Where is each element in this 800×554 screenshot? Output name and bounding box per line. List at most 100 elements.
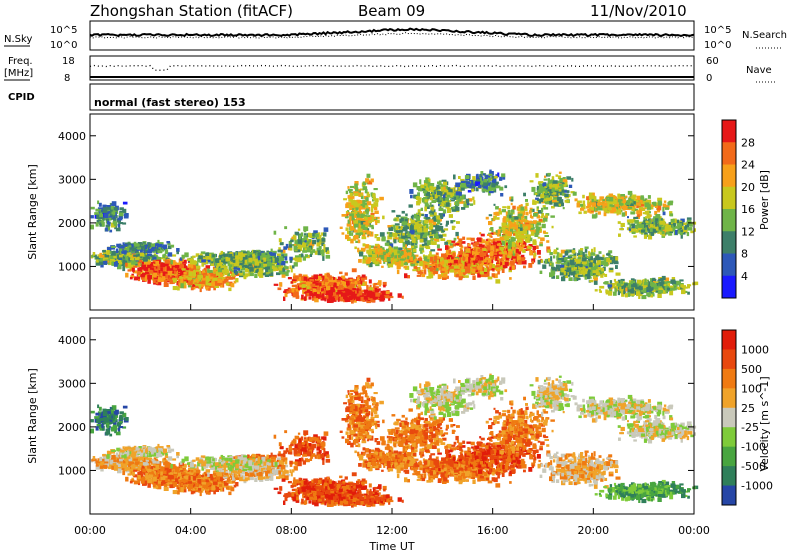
power-cell-4042 bbox=[428, 271, 432, 277]
power-cell-252 bbox=[162, 254, 166, 259]
power-cell-4667 bbox=[520, 254, 525, 259]
power-cell-278 bbox=[92, 252, 96, 256]
power-cell-3388 bbox=[428, 222, 432, 225]
power-cell-2906 bbox=[306, 247, 312, 253]
power-cell-3248 bbox=[436, 222, 439, 226]
power-cell-3724 bbox=[425, 193, 431, 197]
power-cell-492 bbox=[119, 254, 123, 258]
power-cell-1381 bbox=[224, 278, 229, 282]
power-cell-3194 bbox=[371, 218, 374, 222]
power-cell-3361 bbox=[450, 220, 454, 224]
power-cell-2130 bbox=[344, 272, 348, 276]
power-cell-2930 bbox=[309, 254, 313, 257]
power-cell-1084 bbox=[199, 270, 203, 274]
power-cell-3083 bbox=[347, 195, 352, 199]
power-cell-37 bbox=[94, 212, 99, 215]
beam-label: Beam 09 bbox=[358, 2, 425, 20]
power-cell-1000 bbox=[147, 279, 151, 284]
power-cell-485 bbox=[131, 260, 136, 265]
power-cell-4231 bbox=[456, 255, 461, 259]
power-cell-4205 bbox=[457, 271, 462, 277]
power-cell-105 bbox=[99, 214, 104, 218]
power-cell-4949 bbox=[517, 216, 521, 220]
power-cell-4690 bbox=[501, 251, 507, 254]
power-cell-4240 bbox=[449, 259, 455, 263]
power-cell-4603 bbox=[488, 242, 492, 246]
power-cell-3153 bbox=[356, 203, 359, 207]
power-cell-1908 bbox=[247, 250, 250, 254]
power-cell-963 bbox=[133, 265, 138, 268]
power-cell-3689 bbox=[443, 181, 447, 186]
power-cell-66 bbox=[118, 212, 124, 216]
power-cell-2446 bbox=[351, 268, 357, 273]
power-cell-3107 bbox=[351, 199, 355, 203]
power-cell-4086 bbox=[437, 261, 442, 264]
power-cell-3188 bbox=[358, 228, 363, 232]
power-cell-1866 bbox=[276, 255, 280, 260]
power-cell-1658 bbox=[238, 269, 241, 273]
nsky-left-tick-bottom: 10^0 bbox=[50, 40, 77, 51]
power-cell-999 bbox=[167, 270, 173, 276]
power-cell-3045 bbox=[350, 185, 355, 188]
power-cell-4151 bbox=[472, 266, 477, 271]
power-cell-4251 bbox=[448, 263, 453, 266]
power-cell-4639 bbox=[474, 251, 479, 257]
power-cell-4678 bbox=[502, 255, 506, 260]
power-cell-2878 bbox=[297, 244, 302, 250]
power-cell-3430 bbox=[391, 224, 394, 227]
power-cell-468 bbox=[139, 251, 144, 257]
power-cell-2865 bbox=[318, 246, 322, 250]
power-cell-4572 bbox=[485, 250, 489, 253]
power-cell-4794 bbox=[490, 227, 494, 230]
power-cell-982 bbox=[175, 264, 180, 269]
power-cell-3681 bbox=[430, 205, 435, 210]
power-cell-2905 bbox=[297, 239, 302, 244]
power-cell-2769 bbox=[356, 294, 360, 298]
power-cell-799 bbox=[137, 274, 141, 280]
power-cell-4746 bbox=[551, 225, 554, 229]
power-cell-2820 bbox=[303, 247, 306, 251]
power-cell-4584 bbox=[490, 232, 495, 235]
power-cell-4696 bbox=[465, 257, 469, 262]
power-cell-57 bbox=[113, 217, 117, 223]
power-cell-3497 bbox=[381, 236, 386, 242]
power-cell-2619 bbox=[316, 291, 320, 294]
power-cell-3470 bbox=[442, 233, 447, 237]
power-cell-3440 bbox=[437, 219, 440, 225]
power-cell-2997 bbox=[361, 233, 365, 236]
power-cell-303 bbox=[121, 261, 125, 267]
power-cell-4831 bbox=[509, 196, 512, 201]
nsky-label: N.Sky bbox=[4, 34, 32, 45]
power-cell-3034 bbox=[349, 188, 352, 193]
power-cell-2786 bbox=[386, 295, 390, 299]
power-cell-4094 bbox=[454, 272, 458, 276]
power-cell-2928 bbox=[293, 245, 298, 251]
power-cell-4702 bbox=[495, 206, 499, 210]
power-cell-1285 bbox=[185, 277, 190, 281]
power-cell-853 bbox=[141, 269, 144, 274]
power-cell-1191 bbox=[233, 280, 237, 284]
power-cell-2781 bbox=[336, 292, 339, 295]
power-cell-4557 bbox=[456, 236, 460, 240]
power-cell-4928 bbox=[509, 223, 515, 227]
power-cell-3370 bbox=[413, 229, 417, 232]
power-cell-3174 bbox=[354, 224, 357, 228]
power-cell-1901 bbox=[280, 251, 284, 254]
power-cell-957 bbox=[145, 268, 149, 272]
power-cell-3095 bbox=[366, 173, 371, 178]
power-cell-3433 bbox=[402, 216, 408, 220]
power-cell-2341 bbox=[326, 299, 332, 303]
power-cell-1910 bbox=[273, 254, 276, 259]
nave-label: Nave bbox=[746, 65, 772, 76]
power-cell-3364 bbox=[442, 212, 445, 217]
power-cell-3745 bbox=[443, 186, 446, 190]
power-cell-4893 bbox=[527, 246, 532, 249]
power-cell-4882 bbox=[507, 210, 511, 215]
power-cell-3124 bbox=[351, 232, 354, 236]
nsky-right-tick-bottom: 10^0 bbox=[704, 40, 731, 51]
power-cell-23 bbox=[109, 229, 113, 233]
power-cell-4267 bbox=[429, 267, 433, 272]
power-cell-4454 bbox=[505, 259, 509, 263]
power-cell-3419 bbox=[452, 220, 456, 223]
power-cell-3569 bbox=[421, 188, 427, 191]
